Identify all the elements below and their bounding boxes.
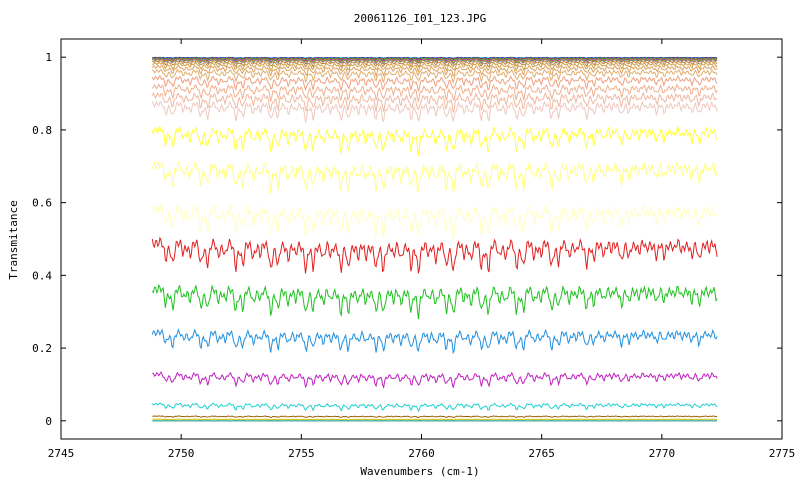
x-tick-label: 2745: [48, 447, 75, 460]
series-line: [151, 83, 718, 102]
y-tick-label: 1: [45, 51, 52, 64]
series-line: [152, 61, 718, 73]
y-tick-label: 0.8: [32, 124, 52, 137]
series-line: [151, 91, 718, 113]
series-line: [151, 328, 718, 355]
series-line: [152, 371, 718, 389]
series-line: [151, 202, 718, 240]
series-line: [151, 160, 718, 194]
series-line: [151, 59, 718, 68]
series-line: [151, 125, 718, 156]
series-group: [151, 56, 718, 422]
series-line: [152, 415, 718, 419]
y-tick-label: 0.2: [32, 342, 52, 355]
x-tick-label: 2755: [288, 447, 315, 460]
x-tick-label: 2750: [168, 447, 195, 460]
x-axis-label: Wavenumbers (cm-1): [360, 465, 479, 478]
series-line: [151, 100, 718, 123]
series-line: [152, 418, 718, 421]
series-line: [152, 57, 718, 61]
series-line: [151, 74, 718, 92]
x-tick-label: 2775: [769, 447, 796, 460]
series-line: [151, 402, 718, 413]
series-line: [152, 58, 718, 66]
series-line: [152, 68, 718, 85]
y-tick-label: 0.4: [32, 269, 52, 282]
x-tick-label: 2770: [649, 447, 676, 460]
x-tick-label: 2765: [528, 447, 555, 460]
y-axis-ticks: 0 0.2 0.4 0.6 0.8 1: [32, 51, 782, 428]
series-line: [151, 64, 718, 78]
y-axis-label: Transmitance: [7, 200, 20, 279]
x-axis-ticks: 2745 2750 2755 2760 2765 2770 2775: [48, 39, 796, 460]
series-line: [151, 236, 718, 274]
chart-title: 20061126_I01_123.JPG: [354, 12, 486, 25]
y-tick-label: 0.6: [32, 197, 52, 210]
x-tick-label: 2760: [408, 447, 435, 460]
series-line: [151, 283, 718, 320]
y-tick-label: 0: [45, 415, 52, 428]
